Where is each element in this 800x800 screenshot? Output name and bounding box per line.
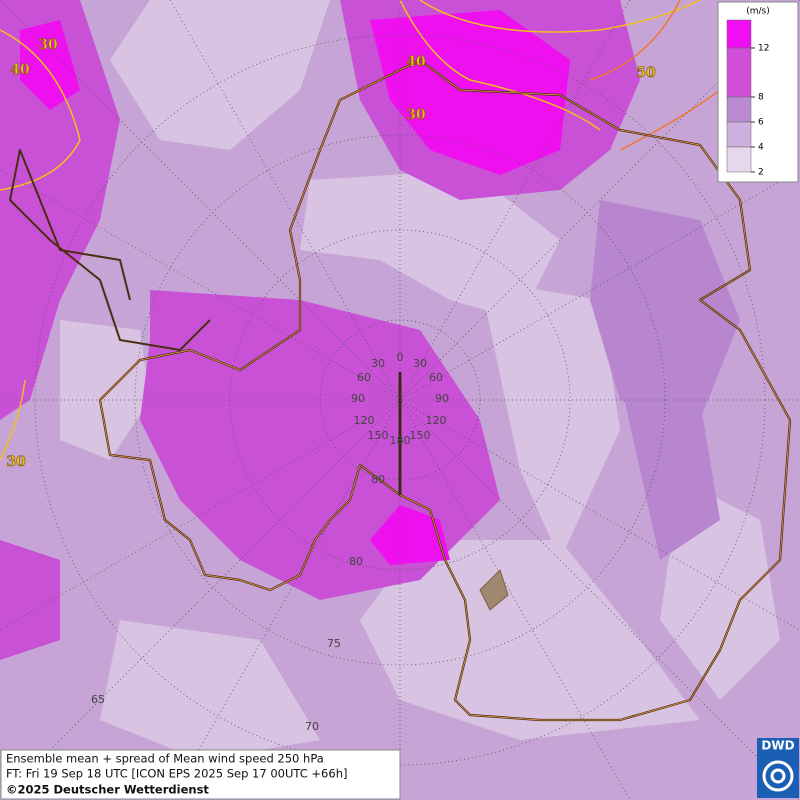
legend-unit: (m/s) — [746, 7, 770, 17]
contour-label: 40 — [10, 62, 30, 78]
legend-tick-label: 8 — [758, 93, 764, 103]
longitude-label: 150 — [368, 429, 389, 442]
footer-line: ©2025 Deutscher Wetterdienst — [6, 783, 209, 797]
field-light — [60, 0, 780, 760]
legend-tick-label: 12 — [758, 44, 769, 54]
contour-label: 50 — [636, 65, 656, 81]
contour-lines — [0, 0, 721, 461]
latitude-label: 80 — [349, 555, 363, 568]
logo-box — [757, 738, 799, 798]
logo: DWD — [757, 738, 799, 798]
contour-label: 30 — [6, 454, 26, 470]
latitude-label: 65 — [91, 693, 105, 706]
latitude-label: 70 — [305, 720, 319, 733]
longitude-label: 90 — [435, 392, 449, 405]
legend-swatch — [726, 19, 752, 49]
contour-label: 40 — [406, 54, 426, 70]
logo-swirl — [762, 760, 794, 792]
longitude-label: 60 — [429, 371, 443, 384]
legend-tick-label: 4 — [758, 143, 764, 153]
footer-line: Ensemble mean + spread of Mean wind spee… — [6, 752, 324, 766]
legend-tick-label: 6 — [758, 118, 764, 128]
contour-label: 30 — [406, 107, 426, 123]
longitude-label: 120 — [426, 414, 447, 427]
legend-tick-label: 2 — [758, 168, 764, 178]
latitude-label: 80 — [371, 473, 385, 486]
longitude-label: 180 — [390, 434, 411, 447]
longitude-label: 90 — [351, 392, 365, 405]
footer-line: FT: Fri 19 Sep 18 UTC [ICON EPS 2025 Sep… — [6, 767, 347, 781]
logo-text: DWD — [761, 739, 794, 753]
longitude-label: 150 — [410, 429, 431, 442]
longitude-label: 0 — [397, 351, 404, 364]
legend-scale: 12 8 6 4 2 — [726, 19, 769, 178]
longitude-label: 60 — [357, 371, 371, 384]
footer: Ensemble mean + spread of Mean wind spee… — [0, 749, 401, 800]
legend-swatch — [726, 146, 752, 173]
footer-box — [0, 749, 401, 800]
logo-swirl — [770, 768, 786, 784]
legend-swatch — [726, 47, 752, 98]
longitude-label: 30 — [371, 357, 385, 370]
longitude-label: 30 — [413, 357, 427, 370]
legend-swatch — [726, 96, 752, 123]
legend-swatch — [726, 121, 752, 148]
contour-label: 30 — [38, 37, 58, 53]
coastline — [9, 58, 792, 722]
longitude-label: 120 — [354, 414, 375, 427]
field-medium — [590, 200, 740, 560]
field-extreme — [20, 10, 570, 565]
latitude-label: 75 — [327, 637, 341, 650]
legend: (m/s) 12 8 6 4 2 — [717, 1, 799, 183]
